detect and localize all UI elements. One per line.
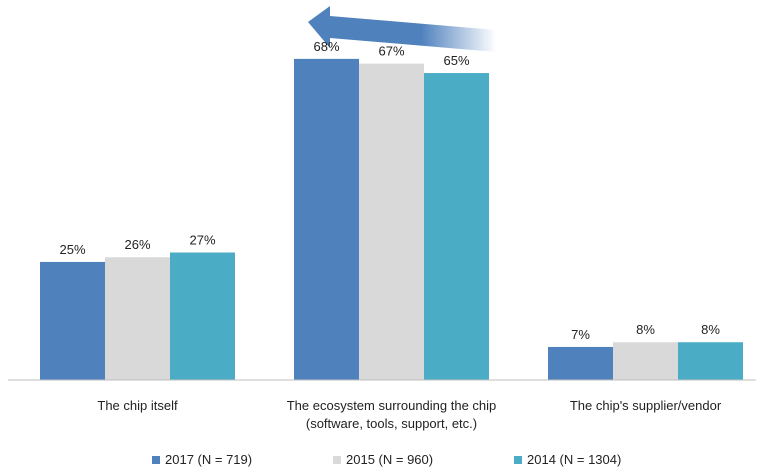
data-label: 7% — [571, 327, 590, 342]
legend-swatch — [514, 456, 522, 464]
data-label: 8% — [701, 322, 720, 337]
legend-label: 2014 (N = 1304) — [527, 452, 621, 467]
data-label: 26% — [124, 237, 150, 252]
bar — [359, 63, 424, 380]
data-label: 27% — [189, 233, 215, 248]
category-label: The chip itself — [97, 398, 178, 413]
legend-swatch — [333, 456, 341, 464]
bar — [678, 342, 743, 380]
data-label: 68% — [313, 39, 339, 54]
bar — [613, 342, 678, 380]
bar — [294, 58, 359, 381]
bar — [170, 252, 235, 380]
data-label: 65% — [443, 53, 469, 68]
category-label: The chip's supplier/vendor — [570, 398, 722, 413]
data-label: 25% — [59, 242, 85, 257]
bar — [40, 261, 105, 380]
data-label: 8% — [636, 322, 655, 337]
legend-swatch — [152, 456, 160, 464]
bar — [548, 346, 613, 380]
bar — [424, 73, 489, 381]
legend-label: 2017 (N = 719) — [165, 452, 252, 467]
category-label: (software, tools, support, etc.) — [306, 416, 477, 431]
bar — [105, 257, 170, 380]
legend-label: 2015 (N = 960) — [346, 452, 433, 467]
category-label: The ecosystem surrounding the chip — [287, 398, 497, 413]
data-label: 67% — [378, 44, 404, 59]
trend-arrow — [308, 6, 496, 52]
